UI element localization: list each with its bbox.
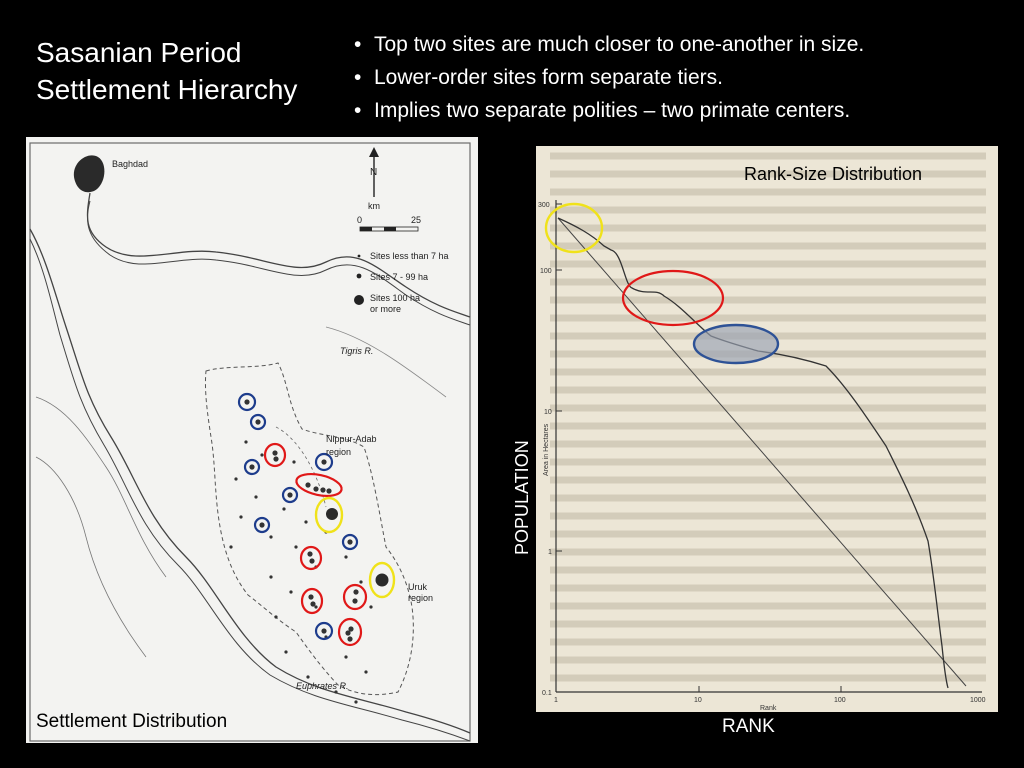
y-tick-label: 100 [540,268,552,275]
baghdad-city-shape [73,155,105,193]
tigris-river-line [87,200,471,326]
bullet-item: Top two sites are much closer to one-ano… [350,28,864,61]
north-arrow-icon [369,147,379,197]
legend-small-sites: Sites less than 7 ha [370,251,449,261]
canal-line [35,456,147,658]
canal-line [325,326,447,398]
euphrates-river-line [29,238,471,742]
bullet-item: Implies two separate polities – two prim… [350,94,864,127]
large-site-nippur [326,508,338,520]
y-tick-label: 10 [544,409,552,416]
slide-title-line-2: Settlement Hierarchy [36,74,298,105]
canal-line [35,396,167,578]
scale-start: 0 [357,215,362,225]
chart-svg: 300 100 10 1 0.1 1 10 100 1000 Rank Area… [538,152,986,712]
legend-large-sites-2: or more [370,304,401,314]
map-svg: N km 0 25 Sites less than 7 ha Sites 7 -… [29,142,471,742]
scale-bar [359,226,419,232]
place-label-euphrates: Euphrates R. [296,681,349,691]
place-label-tigris: Tigris R. [340,346,373,356]
legend-medium-sites: Sites 7 - 99 ha [370,272,428,282]
map-legend [354,254,364,305]
north-label: N [370,167,377,178]
x-tick-label: 10 [694,697,702,704]
y-tick-label: 0.1 [542,690,552,697]
legend-large-sites-1: Sites 100 ha [370,293,420,303]
place-label-nippur-region: region [326,447,351,457]
top-sites-highlight [544,202,604,254]
x-tick-label: 1 [554,697,558,704]
rank-axis-caption: RANK [722,716,775,737]
scale-unit: km [368,201,380,211]
chart-x-ticks [698,686,842,692]
x-tick-label: 100 [834,697,846,704]
rank-size-chart: 300 100 10 1 0.1 1 10 100 1000 Rank Area… [536,146,998,712]
small-sites [229,440,373,704]
chart-y-ticks [556,203,562,552]
middle-tier-highlight [621,269,725,327]
tigris-river-line [86,192,471,318]
bullet-item: Lower-order sites form separate tiers. [350,61,864,94]
place-label-uruk: Uruk [408,582,428,592]
yellow-annotation-circles [314,496,396,599]
x-tick-label: 1000 [970,697,986,704]
medium-sites [244,399,359,642]
scale-end: 25 [411,215,421,225]
bullet-list: Top two sites are much closer to one-ano… [350,28,864,127]
y-tick-label: 1 [548,549,552,556]
scanned-text-lines [550,152,986,682]
inner-y-label: Area in Hectares [543,423,550,476]
map-frame [29,142,471,742]
lower-tier-highlight [692,323,780,365]
population-axis-caption: POPULATION [512,440,532,555]
slide-title: Sasanian Period Settlement Hierarchy [36,34,297,108]
chart-title: Rank-Size Distribution [744,164,923,184]
map-caption: Settlement Distribution [36,711,228,732]
place-label-nippur-adab: Nippur-Adab [326,434,377,444]
slide-title-line-1: Sasanian Period [36,37,242,68]
red-annotation-circles [263,442,368,647]
inner-x-label: Rank [760,705,777,712]
euphrates-river-line [29,228,471,734]
log-normal-reference-line [557,217,967,687]
place-label-baghdad: Baghdad [112,159,148,169]
survey-boundary [204,362,414,696]
large-site-uruk [375,573,389,587]
rank-size-curve [557,217,949,689]
settlement-map: N km 0 25 Sites less than 7 ha Sites 7 -… [26,137,478,743]
blue-annotation-circles [237,392,359,641]
place-label-uruk-region: region [408,593,433,603]
y-tick-label: 300 [538,202,550,209]
